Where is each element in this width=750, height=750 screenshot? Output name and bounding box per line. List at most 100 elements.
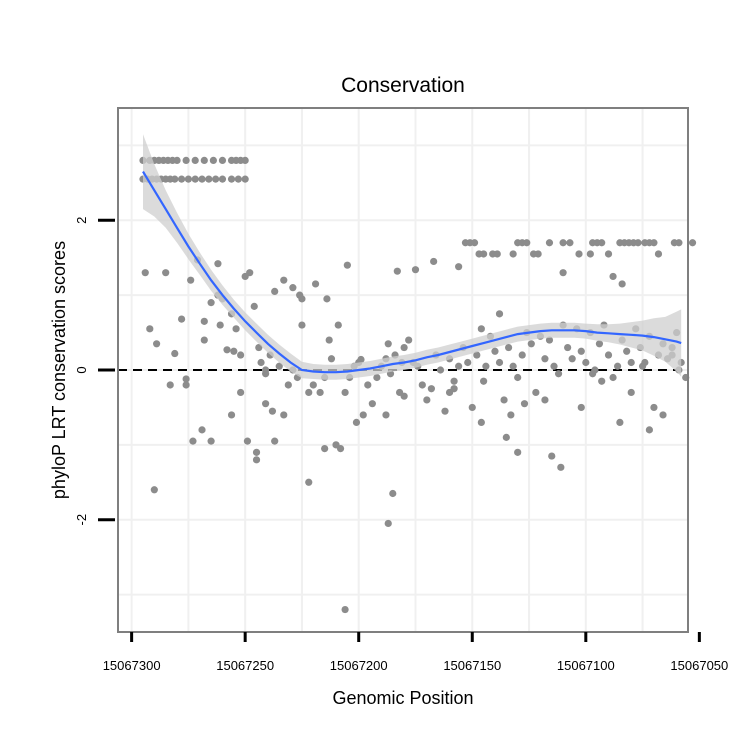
data-point bbox=[255, 343, 263, 352]
data-point bbox=[216, 321, 224, 329]
data-point bbox=[227, 411, 236, 419]
data-point bbox=[477, 418, 485, 426]
data-point bbox=[482, 362, 490, 370]
data-point bbox=[207, 437, 215, 445]
data-point bbox=[252, 456, 261, 464]
data-point bbox=[564, 343, 572, 352]
data-point bbox=[227, 175, 236, 183]
data-point bbox=[271, 287, 279, 295]
data-point bbox=[321, 445, 329, 453]
data-point bbox=[341, 388, 349, 397]
data-point bbox=[582, 358, 590, 367]
data-point bbox=[400, 343, 408, 352]
data-point bbox=[359, 411, 367, 419]
data-point bbox=[568, 355, 576, 363]
data-point bbox=[184, 175, 192, 183]
data-point bbox=[171, 175, 179, 183]
data-point bbox=[189, 437, 197, 445]
data-point bbox=[246, 269, 254, 277]
data-point bbox=[232, 325, 240, 333]
data-point bbox=[559, 239, 567, 247]
data-point bbox=[654, 250, 663, 258]
data-point bbox=[430, 257, 438, 266]
data-point bbox=[675, 239, 683, 247]
data-point bbox=[177, 315, 186, 323]
data-point bbox=[177, 175, 186, 183]
data-point bbox=[527, 340, 535, 348]
data-point bbox=[455, 263, 463, 271]
data-point bbox=[450, 385, 458, 393]
data-point bbox=[586, 250, 594, 258]
data-point bbox=[373, 373, 381, 382]
data-point bbox=[566, 239, 574, 247]
data-point bbox=[534, 250, 542, 258]
data-point bbox=[191, 175, 199, 183]
data-point bbox=[405, 336, 413, 344]
chart-title: Conservation bbox=[341, 74, 465, 97]
data-point bbox=[223, 346, 231, 354]
data-point bbox=[688, 239, 697, 247]
data-point bbox=[182, 156, 190, 164]
data-point bbox=[384, 519, 392, 528]
data-point bbox=[209, 156, 217, 164]
data-point bbox=[334, 321, 342, 329]
data-point bbox=[618, 280, 626, 288]
data-point bbox=[400, 392, 408, 400]
data-point bbox=[198, 426, 206, 434]
data-point bbox=[495, 358, 504, 367]
data-point bbox=[275, 362, 283, 370]
data-point bbox=[252, 448, 261, 456]
data-point bbox=[364, 381, 372, 389]
data-point bbox=[382, 411, 390, 419]
data-point bbox=[336, 445, 345, 453]
data-point bbox=[296, 291, 304, 299]
data-point bbox=[200, 336, 208, 344]
data-point bbox=[575, 250, 583, 258]
data-point bbox=[473, 351, 481, 359]
data-point bbox=[504, 343, 513, 352]
data-point bbox=[198, 175, 206, 183]
data-point bbox=[191, 156, 199, 164]
x-tick-label: 15067200 bbox=[330, 658, 388, 673]
data-point bbox=[455, 362, 463, 370]
data-point bbox=[627, 388, 635, 397]
data-point bbox=[237, 388, 245, 397]
data-point bbox=[464, 358, 472, 367]
data-point bbox=[609, 373, 617, 382]
x-axis-label: Genomic Position bbox=[332, 688, 473, 708]
data-point bbox=[309, 381, 317, 389]
data-point bbox=[150, 486, 158, 494]
data-point bbox=[480, 377, 488, 385]
data-point bbox=[468, 403, 476, 412]
x-tick-label: 15067150 bbox=[443, 658, 501, 673]
data-point bbox=[659, 411, 667, 419]
data-point bbox=[316, 388, 324, 397]
data-point bbox=[523, 239, 531, 247]
data-point bbox=[162, 269, 170, 277]
data-point bbox=[393, 267, 401, 275]
data-point bbox=[280, 276, 288, 284]
data-point bbox=[520, 400, 529, 408]
smooth-trend-line bbox=[142, 171, 682, 374]
data-point bbox=[323, 295, 331, 303]
data-point bbox=[609, 272, 617, 281]
data-point bbox=[284, 381, 292, 389]
data-point bbox=[343, 261, 351, 269]
data-point bbox=[616, 418, 624, 426]
data-point bbox=[241, 156, 249, 164]
data-point bbox=[218, 175, 227, 183]
data-point bbox=[311, 280, 320, 288]
data-point bbox=[241, 175, 249, 183]
y-tick-label: 0 bbox=[74, 366, 89, 373]
data-point bbox=[595, 340, 604, 348]
data-point bbox=[645, 426, 653, 434]
data-point bbox=[218, 156, 227, 164]
data-point bbox=[470, 239, 479, 247]
y-axis-label: phyloP LRT conservation scores bbox=[49, 241, 69, 499]
data-point bbox=[257, 358, 265, 367]
data-point bbox=[305, 388, 313, 397]
data-point bbox=[289, 284, 297, 292]
data-point bbox=[357, 355, 365, 364]
data-point bbox=[559, 269, 567, 277]
